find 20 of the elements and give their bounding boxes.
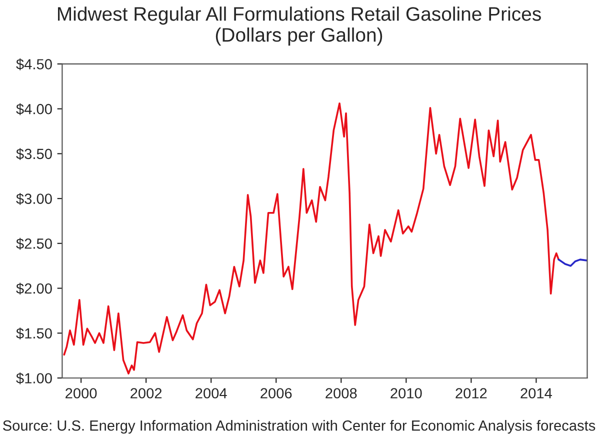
y-tick-label: $2.50 <box>16 238 52 250</box>
x-tick-label: 2000 <box>66 388 97 398</box>
line-series <box>558 258 588 267</box>
y-tick-label: $2.00 <box>16 282 52 295</box>
line-series <box>63 102 560 374</box>
x-tick-label: 2014 <box>520 388 552 398</box>
y-tick-label: $3.00 <box>16 193 52 205</box>
x-tick-label: 2002 <box>130 388 162 398</box>
x-tick-label: 2012 <box>456 388 487 398</box>
chart-title: Midwest Regular All Formulations Retail Gasoline Prices (Dollars per Gallon) <box>58 6 541 46</box>
x-tick-label: 2006 <box>260 388 292 398</box>
y-tick-label: $4.50 <box>16 58 52 70</box>
y-tick-label: $4.00 <box>16 103 52 116</box>
y-tick-label: $3.50 <box>16 148 52 160</box>
x-tick-label: 2008 <box>326 388 357 398</box>
y-tick-label: $1.50 <box>16 328 52 340</box>
x-tick-label: 2010 <box>390 388 422 398</box>
y-tick-label: $1.00 <box>16 372 52 384</box>
source-note: Source: U.S. Energy Information Administration with Center for Economic Analysis forecasts <box>3 420 596 434</box>
x-tick-label: 2004 <box>196 388 227 398</box>
